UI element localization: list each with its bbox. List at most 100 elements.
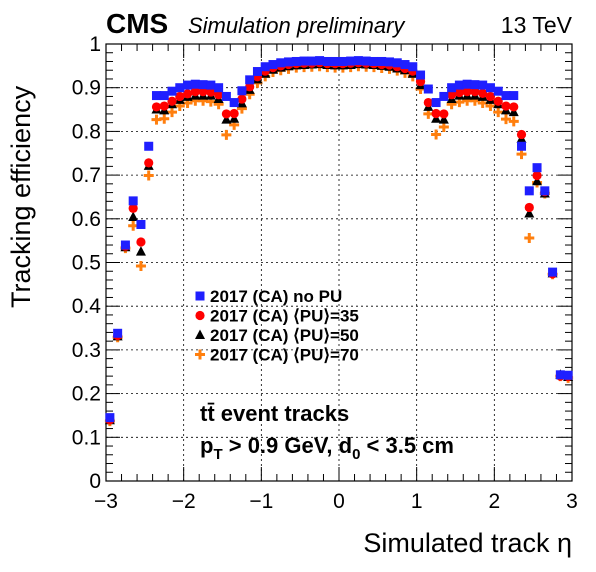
annotation-cuts: pT > 0.9 GeV, d0 < 3.5 cm bbox=[200, 433, 454, 463]
data-markers bbox=[104, 56, 574, 427]
annotation-d0-sub: 0 bbox=[352, 446, 360, 463]
data-point bbox=[144, 158, 154, 168]
y-axis-title: Tracking efficiency bbox=[6, 85, 36, 308]
data-point bbox=[446, 99, 457, 110]
data-point bbox=[439, 109, 449, 119]
data-point bbox=[524, 233, 535, 244]
annotation-pt-sub: T bbox=[213, 446, 222, 463]
y-tick-label: 0.5 bbox=[72, 252, 101, 275]
data-point bbox=[501, 101, 511, 111]
data-point bbox=[423, 97, 433, 108]
data-point bbox=[346, 56, 356, 66]
data-point bbox=[431, 98, 441, 108]
data-point bbox=[229, 108, 239, 119]
y-tick-label: 0 bbox=[89, 470, 101, 493]
data-point bbox=[236, 103, 247, 114]
data-point bbox=[167, 107, 178, 118]
data-point bbox=[167, 86, 177, 96]
data-point bbox=[167, 96, 177, 106]
data-point bbox=[136, 219, 146, 229]
data-point bbox=[462, 95, 473, 106]
data-point bbox=[198, 80, 208, 90]
data-point bbox=[260, 62, 270, 72]
data-point bbox=[135, 246, 146, 256]
x-tick-label: 0 bbox=[333, 490, 345, 513]
data-point bbox=[400, 60, 410, 70]
data-point bbox=[532, 170, 542, 181]
data-point bbox=[159, 91, 169, 101]
data-point bbox=[221, 114, 232, 124]
data-point bbox=[237, 86, 247, 96]
data-point bbox=[128, 220, 139, 231]
data-point bbox=[143, 170, 154, 181]
data-point bbox=[501, 91, 511, 101]
legend-label: 2017 (CA) ⟨PU⟩=70 bbox=[210, 346, 359, 365]
data-point bbox=[151, 91, 161, 101]
data-point bbox=[477, 97, 488, 108]
status-label: Simulation preliminary bbox=[188, 13, 406, 38]
data-point bbox=[174, 101, 185, 112]
legend-marker bbox=[195, 329, 205, 339]
data-point bbox=[377, 56, 387, 66]
data-point bbox=[183, 80, 193, 90]
data-point bbox=[469, 95, 480, 106]
data-point bbox=[508, 116, 519, 127]
data-point bbox=[493, 107, 504, 118]
data-point bbox=[555, 370, 565, 380]
data-point bbox=[198, 87, 208, 97]
x-tick-label: −3 bbox=[94, 490, 118, 513]
data-point bbox=[330, 56, 340, 66]
data-point bbox=[159, 101, 169, 111]
data-point bbox=[493, 96, 503, 106]
data-point bbox=[524, 186, 534, 196]
data-point bbox=[532, 163, 542, 173]
data-point bbox=[105, 413, 115, 423]
data-point bbox=[524, 208, 535, 218]
legend-marker bbox=[195, 310, 205, 321]
data-point bbox=[245, 82, 255, 92]
data-point bbox=[315, 56, 325, 66]
data-point bbox=[136, 237, 146, 247]
y-tick-label: 0.2 bbox=[72, 383, 101, 406]
data-point bbox=[540, 186, 550, 196]
data-point bbox=[384, 57, 394, 67]
x-tick-label: 3 bbox=[566, 490, 578, 513]
data-point bbox=[431, 108, 441, 119]
data-point bbox=[478, 88, 488, 98]
data-point bbox=[221, 129, 232, 140]
data-point bbox=[470, 87, 480, 97]
data-point bbox=[151, 102, 162, 112]
x-tick-label: −1 bbox=[249, 490, 273, 513]
data-point bbox=[229, 119, 240, 130]
data-point bbox=[214, 83, 224, 93]
annotation-process: tt̄ event tracks bbox=[200, 401, 349, 426]
data-point bbox=[237, 94, 247, 104]
data-point bbox=[431, 129, 442, 140]
legend-label: 2017 (CA) ⟨PU⟩=35 bbox=[210, 307, 359, 326]
data-point bbox=[198, 95, 209, 106]
legend-label: 2017 (CA) ⟨PU⟩=50 bbox=[210, 326, 359, 345]
x-axis-title: Simulated track η bbox=[363, 528, 572, 558]
data-point bbox=[392, 58, 402, 68]
data-point bbox=[307, 56, 317, 66]
data-point bbox=[190, 87, 200, 97]
data-point bbox=[128, 211, 139, 222]
data-point bbox=[190, 79, 200, 89]
data-point bbox=[454, 97, 465, 108]
data-point bbox=[284, 57, 294, 67]
data-point bbox=[524, 202, 534, 213]
data-point bbox=[214, 90, 224, 100]
data-point bbox=[439, 91, 449, 101]
data-point bbox=[268, 60, 278, 70]
annotation-pt-symbol: p bbox=[200, 433, 213, 458]
data-point bbox=[182, 97, 193, 108]
data-point bbox=[369, 56, 379, 66]
data-point bbox=[291, 56, 301, 66]
data-point bbox=[213, 99, 224, 110]
axis-ticks bbox=[105, 43, 573, 482]
data-point bbox=[361, 56, 371, 66]
y-tick-label: 0.1 bbox=[72, 426, 101, 449]
legend-marker bbox=[195, 349, 205, 360]
y-tick-label: 0.7 bbox=[72, 164, 101, 187]
